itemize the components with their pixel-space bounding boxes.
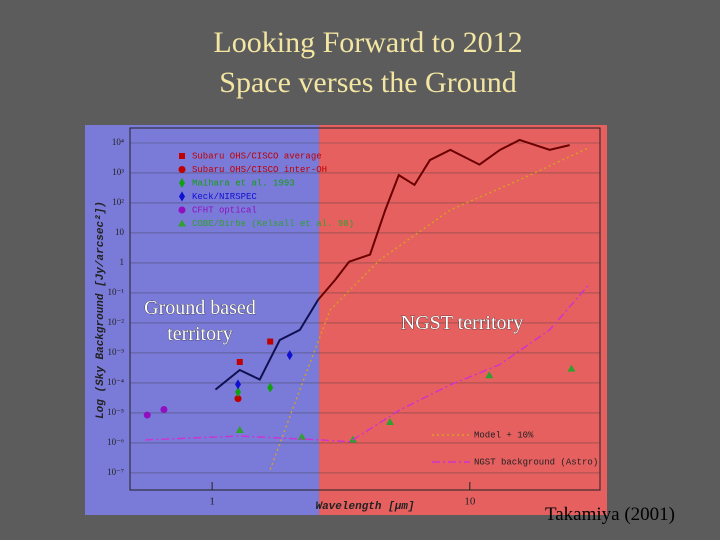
legend-label: CFHT optical [192, 205, 257, 215]
legend-label: NGST background (Astro) [474, 457, 598, 467]
y-tick-label: 10⁻⁷ [107, 467, 124, 477]
legend-marker [178, 166, 186, 173]
y-tick-label: 10⁻² [108, 317, 125, 327]
plot-frame [129, 127, 601, 491]
marker [267, 382, 274, 393]
chart: 10⁴ 10³ 10² 10 1 10⁻¹ 10⁻² 10⁻³ 10⁻⁴ 10⁻⁵ 10⁻⁶ 10⁻⁷… [85, 125, 607, 515]
y-tick-label: 10³ [112, 167, 124, 177]
legend-label: COBE/Dirbe (Kelsall et al. 98) [192, 219, 354, 229]
region-label: NGST territory [401, 312, 523, 334]
series-line [269, 147, 590, 470]
y-tick-label: 10 [115, 227, 125, 237]
y-tick-label: 10⁴ [112, 137, 124, 147]
marker [286, 350, 293, 361]
marker [235, 426, 244, 434]
marker [297, 432, 306, 440]
slide-title: Looking Forward to 2012 [213, 26, 522, 59]
marker [236, 358, 243, 365]
legend-label: Model + 10% [474, 430, 534, 440]
marker [235, 386, 242, 397]
x-axis-label: Wavelength [μm] [315, 501, 414, 513]
legend-marker [178, 206, 186, 214]
y-axis-label: Log (Sky Background [Jy/arcsec²]) [95, 201, 107, 419]
y-tick-label: 10⁻³ [108, 347, 125, 357]
slide-title: Space verses the Ground [219, 66, 516, 99]
y-tick-label: 10⁻¹ [108, 287, 125, 297]
marker [143, 411, 151, 419]
legend-marker [178, 219, 186, 227]
ground-region [85, 125, 320, 515]
x-tick-label: 1 [209, 496, 215, 508]
y-tick-label: 10⁻⁶ [107, 437, 124, 447]
marker [160, 406, 168, 414]
y-tick-label: 1 [120, 257, 125, 267]
legend-marker [179, 178, 185, 188]
legend-marker [179, 153, 185, 159]
x-tick-label: 10 [464, 496, 476, 508]
marker [235, 379, 242, 390]
legend-label: Keck/NIRSPEC [192, 192, 257, 202]
marker [385, 417, 394, 425]
credit: Takamiya (2001) [545, 504, 675, 525]
y-tick-label: 10⁻⁴ [107, 377, 124, 387]
marker [485, 371, 494, 379]
marker [567, 364, 576, 372]
series-line [214, 299, 320, 391]
marker [234, 395, 242, 403]
y-tick-label: 10⁻⁵ [107, 407, 124, 417]
legend-label: Subaru OHS/CISCO inter-OH [192, 165, 327, 175]
marker [267, 338, 274, 345]
legend-label: Maihara et al. 1993 [192, 178, 295, 188]
legend-marker [179, 191, 185, 202]
region-label: Ground based territory [144, 297, 256, 345]
series-line [317, 138, 570, 301]
legend-label: Subaru OHS/CISCO average [192, 151, 322, 161]
y-tick-label: 10² [112, 197, 124, 207]
